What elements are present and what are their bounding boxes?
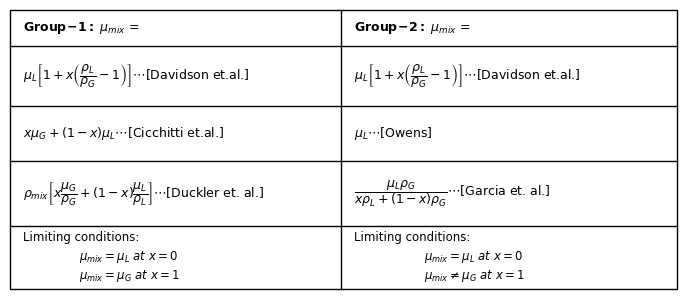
Text: Limiting conditions:: Limiting conditions: [354,231,470,244]
Text: $\mathbf{Group\!-\!1{:}}$ $\mu_{mix}$ =: $\mathbf{Group\!-\!1{:}}$ $\mu_{mix}$ = [23,20,139,36]
Text: $\mu_L\left[1 + x\left(\dfrac{\rho_L}{\rho_G} - 1\right)\right]\cdots$[Davidson : $\mu_L\left[1 + x\left(\dfrac{\rho_L}{\r… [23,62,249,90]
Text: $\dfrac{\mu_L\rho_G}{x\rho_L + (1-x)\rho_G}\cdots$[Garcia et. al.]: $\dfrac{\mu_L\rho_G}{x\rho_L + (1-x)\rho… [354,178,550,209]
Text: Limiting conditions:: Limiting conditions: [23,231,139,244]
Text: $\mathbf{Group\!-\!2{:}}$ $\mu_{mix}$ =: $\mathbf{Group\!-\!2{:}}$ $\mu_{mix}$ = [354,20,470,36]
Text: $\rho_{mix}\left[x\dfrac{\mu_G}{\rho_G} + (1-x)\dfrac{\mu_L}{\rho_L}\right]\cdot: $\rho_{mix}\left[x\dfrac{\mu_G}{\rho_G} … [23,180,264,208]
Text: $x\mu_G + (1-x)\mu_L\cdots$[Cicchitti et.al.]: $x\mu_G + (1-x)\mu_L\cdots$[Cicchitti et… [23,125,224,142]
Text: $\mu_L\cdots$[Owens]: $\mu_L\cdots$[Owens] [354,125,433,142]
Text: $\mu_{mix} = \mu_L\ \mathit{at}\ x = 0$: $\mu_{mix} = \mu_L\ \mathit{at}\ x = 0$ [79,249,179,265]
Text: $\mu_{mix} = \mu_G\ \mathit{at}\ x = 1$: $\mu_{mix} = \mu_G\ \mathit{at}\ x = 1$ [79,268,180,284]
Text: $\mu_{mix} \neq \mu_G\ \mathit{at}\ x = 1$: $\mu_{mix} \neq \mu_G\ \mathit{at}\ x = … [424,268,525,284]
Text: $\mu_{mix} = \mu_L\ \mathit{at}\ x = 0$: $\mu_{mix} = \mu_L\ \mathit{at}\ x = 0$ [424,249,523,265]
Text: $\mu_L\left[1 + x\left(\dfrac{\rho_L}{\rho_G} - 1\right)\right]\cdots$[Davidson : $\mu_L\left[1 + x\left(\dfrac{\rho_L}{\r… [354,62,581,90]
